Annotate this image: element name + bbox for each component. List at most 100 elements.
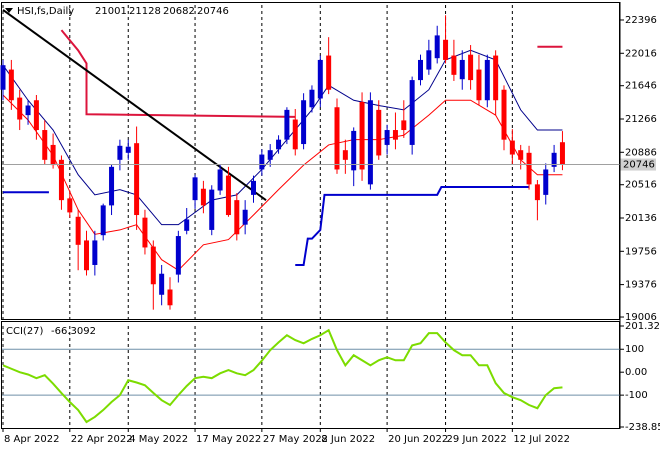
candle-body xyxy=(309,89,315,108)
candle-body xyxy=(0,65,6,90)
candle-body xyxy=(384,130,390,145)
x-tick-label: 27 May 2022 xyxy=(263,434,328,445)
candle-body xyxy=(351,130,357,171)
open-value: 21001 xyxy=(95,6,127,17)
candle-body xyxy=(84,240,89,271)
overlay-line xyxy=(295,185,530,266)
candle-body xyxy=(100,205,106,236)
candle-body xyxy=(409,80,415,145)
candle-body xyxy=(58,159,64,201)
candle-body xyxy=(451,55,457,75)
candle-body xyxy=(184,219,190,231)
high-value: 21128 xyxy=(129,6,161,17)
candle-body xyxy=(334,107,340,170)
candle-body xyxy=(476,69,482,101)
candle-body xyxy=(359,101,365,170)
candle-body xyxy=(443,39,449,60)
candle-body xyxy=(225,175,231,216)
candle-body xyxy=(559,142,565,165)
candle-body xyxy=(392,130,398,140)
y-tick-label: 20516 xyxy=(625,180,657,191)
candle-body xyxy=(267,150,273,160)
candle-body xyxy=(468,54,474,81)
x-tick-label: 17 May 2022 xyxy=(196,434,261,445)
candle-body xyxy=(367,100,373,185)
x-tick-label: 4 May 2022 xyxy=(129,434,188,445)
x-tick-label: 12 Jul 2022 xyxy=(513,434,570,445)
candle-body xyxy=(67,198,73,213)
y-tick-label: -100 xyxy=(625,390,648,401)
overlay-line xyxy=(2,9,267,201)
candle-body xyxy=(192,177,198,201)
last-price-label: 20746 xyxy=(623,160,655,171)
candle-body xyxy=(434,35,440,59)
x-tick-label: 8 Jun 2022 xyxy=(321,434,375,445)
candle-body xyxy=(551,152,557,167)
last-price-box xyxy=(620,158,656,171)
candle-body xyxy=(50,144,56,166)
candle-body xyxy=(493,55,499,101)
candle-body xyxy=(25,105,31,116)
menu-icon xyxy=(5,8,13,13)
y-tick-label: 20136 xyxy=(625,213,657,224)
y-tick-label: 22016 xyxy=(625,48,657,59)
y-tick-label: 21266 xyxy=(625,114,657,125)
candle-body xyxy=(484,59,490,101)
candle-body xyxy=(17,97,23,120)
candle-body xyxy=(518,150,524,160)
low-value: 20682 xyxy=(163,6,195,17)
y-tick-label: 21646 xyxy=(625,81,657,92)
candle-body xyxy=(501,89,507,140)
candle-body xyxy=(142,217,148,248)
candle-body xyxy=(426,50,432,70)
cci-line xyxy=(2,328,563,424)
candle-body xyxy=(301,100,307,145)
candle-body xyxy=(526,152,532,185)
y-tick-label: 100 xyxy=(625,344,644,355)
candle-body xyxy=(509,140,515,155)
candle-body xyxy=(242,209,248,225)
candle-body xyxy=(33,100,39,131)
candle-body xyxy=(534,184,540,201)
y-tick-label: 19376 xyxy=(625,280,657,291)
candle-body xyxy=(292,119,298,150)
candle-body xyxy=(459,59,465,80)
candle-body xyxy=(543,169,549,195)
y-tick-label: 201.3217 xyxy=(625,321,660,332)
candle-body xyxy=(418,59,423,81)
y-tick-label: 0.00 xyxy=(625,367,647,378)
candle-body xyxy=(326,55,332,90)
y-tick-label: 20886 xyxy=(625,147,657,158)
candle-body xyxy=(234,200,240,235)
cci-title: CCI(27) xyxy=(6,326,44,337)
y-tick-label: -238.856 xyxy=(625,422,660,433)
candle-body xyxy=(117,145,123,160)
cci-value: -66.3092 xyxy=(51,326,96,337)
candle-body xyxy=(284,109,290,140)
candle-body xyxy=(276,139,282,150)
y-tick-label: 19006 xyxy=(625,312,657,323)
candle-body xyxy=(175,236,181,275)
candle-body xyxy=(75,216,81,245)
candle-body xyxy=(217,169,223,191)
candle-body xyxy=(150,246,156,285)
x-tick-label: 22 Apr 2022 xyxy=(71,434,133,445)
x-tick-label: 8 Apr 2022 xyxy=(4,434,59,445)
close-value: 20746 xyxy=(197,6,229,17)
candle-body xyxy=(92,240,98,265)
chart-title: HSI,fs,Daily xyxy=(17,6,74,17)
candle-body xyxy=(251,180,256,195)
y-tick-label: 19756 xyxy=(625,246,657,257)
candle-body xyxy=(125,146,131,153)
candle-body xyxy=(8,69,14,101)
candle-body xyxy=(342,150,348,160)
candle-body xyxy=(109,166,115,206)
candle-body xyxy=(134,143,140,216)
candle-body xyxy=(317,59,323,99)
x-tick-label: 20 Jun 2022 xyxy=(388,434,448,445)
y-tick-label: 22396 xyxy=(625,15,657,26)
candle-body xyxy=(376,109,382,156)
candle-body xyxy=(200,188,206,206)
candle-body xyxy=(42,130,48,160)
